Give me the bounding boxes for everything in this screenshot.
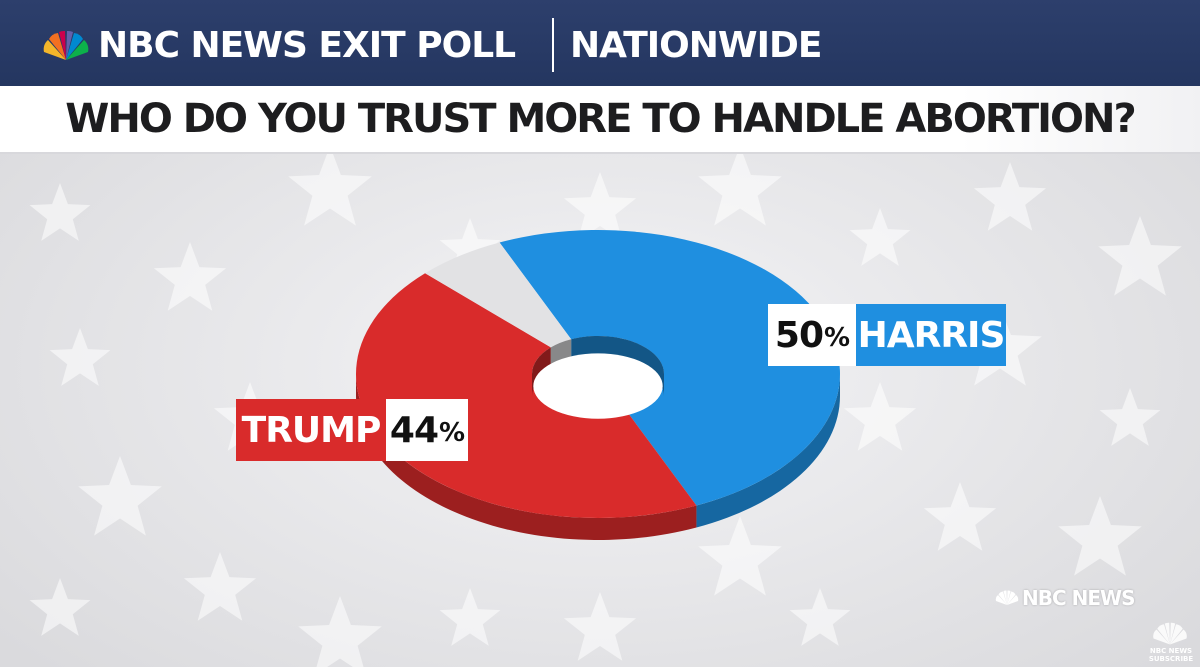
background-star [439,218,501,276]
background-star [1058,496,1142,576]
header-scope: NATIONWIDE [570,25,822,66]
nbc-peacock-icon [43,30,89,60]
background-star [439,588,501,646]
trump-value: 44 [389,409,439,451]
other-slice [425,242,572,348]
harris-label: 50% HARRIS [768,304,1006,366]
trump-slice-side [356,374,697,540]
background-star [1099,388,1161,446]
donut-depth [356,374,840,540]
harris-slice [499,230,840,506]
harris-value-box: 50% [768,304,856,366]
trump-value-box: 44% [386,399,468,461]
subscribe-label: SUBSCRIBE [1148,655,1194,663]
subscribe-peacock-icon[interactable] [1150,622,1190,646]
background-star [153,242,227,311]
subscribe-button[interactable]: NBC NEWS SUBSCRIBE [1148,647,1194,663]
harris-value: 50 [774,314,824,356]
trump-label: TRUMP 44% [236,399,468,461]
question-title: WHO DO YOU TRUST MORE TO HANDLE ABORTION… [65,96,1136,142]
donut-hole [532,336,664,419]
background-star [288,146,372,226]
donut-center [533,353,663,419]
background-star [563,592,637,661]
background-star [49,328,111,386]
header-divider [552,18,554,72]
background-star [29,578,91,636]
background-star [789,588,851,646]
background-star [1098,216,1182,296]
background-star [698,516,782,596]
background-star [78,456,162,536]
background-star [29,183,91,241]
background-star [298,596,382,667]
background-star [923,482,997,551]
trump-percent-sign: % [439,418,465,448]
header-brand-title: NBC NEWS EXIT POLL [98,25,516,66]
background-star [849,208,911,266]
subscribe-brand: NBC NEWS [1149,647,1193,655]
background-star [183,552,257,621]
background-star [698,146,782,226]
nbc-news-watermark: NBC NEWS [1022,586,1135,610]
harris-name: HARRIS [856,304,1006,366]
background-star [973,162,1047,231]
harris-slice-inner-wall [571,336,664,396]
header-bar: NBC NEWS EXIT POLL NATIONWIDE [0,0,1200,86]
trump-name: TRUMP [236,399,386,461]
background-star [843,382,917,451]
harris-slice-side [696,374,840,528]
harris-percent-sign: % [824,323,850,353]
question-band: WHO DO YOU TRUST MORE TO HANDLE ABORTION… [0,86,1200,154]
nbc-peacock-watermark-icon [995,590,1019,605]
background-star [563,172,637,241]
